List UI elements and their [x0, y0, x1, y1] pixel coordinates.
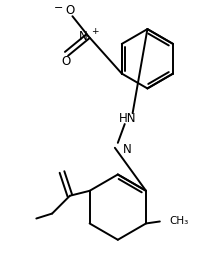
Text: O: O — [61, 55, 70, 68]
Text: +: + — [91, 27, 99, 36]
Text: N: N — [123, 143, 131, 156]
Text: CH₃: CH₃ — [170, 217, 189, 227]
Text: HN: HN — [119, 112, 136, 125]
Text: N: N — [79, 29, 88, 42]
Text: −: − — [54, 3, 64, 13]
Text: O: O — [66, 4, 75, 17]
